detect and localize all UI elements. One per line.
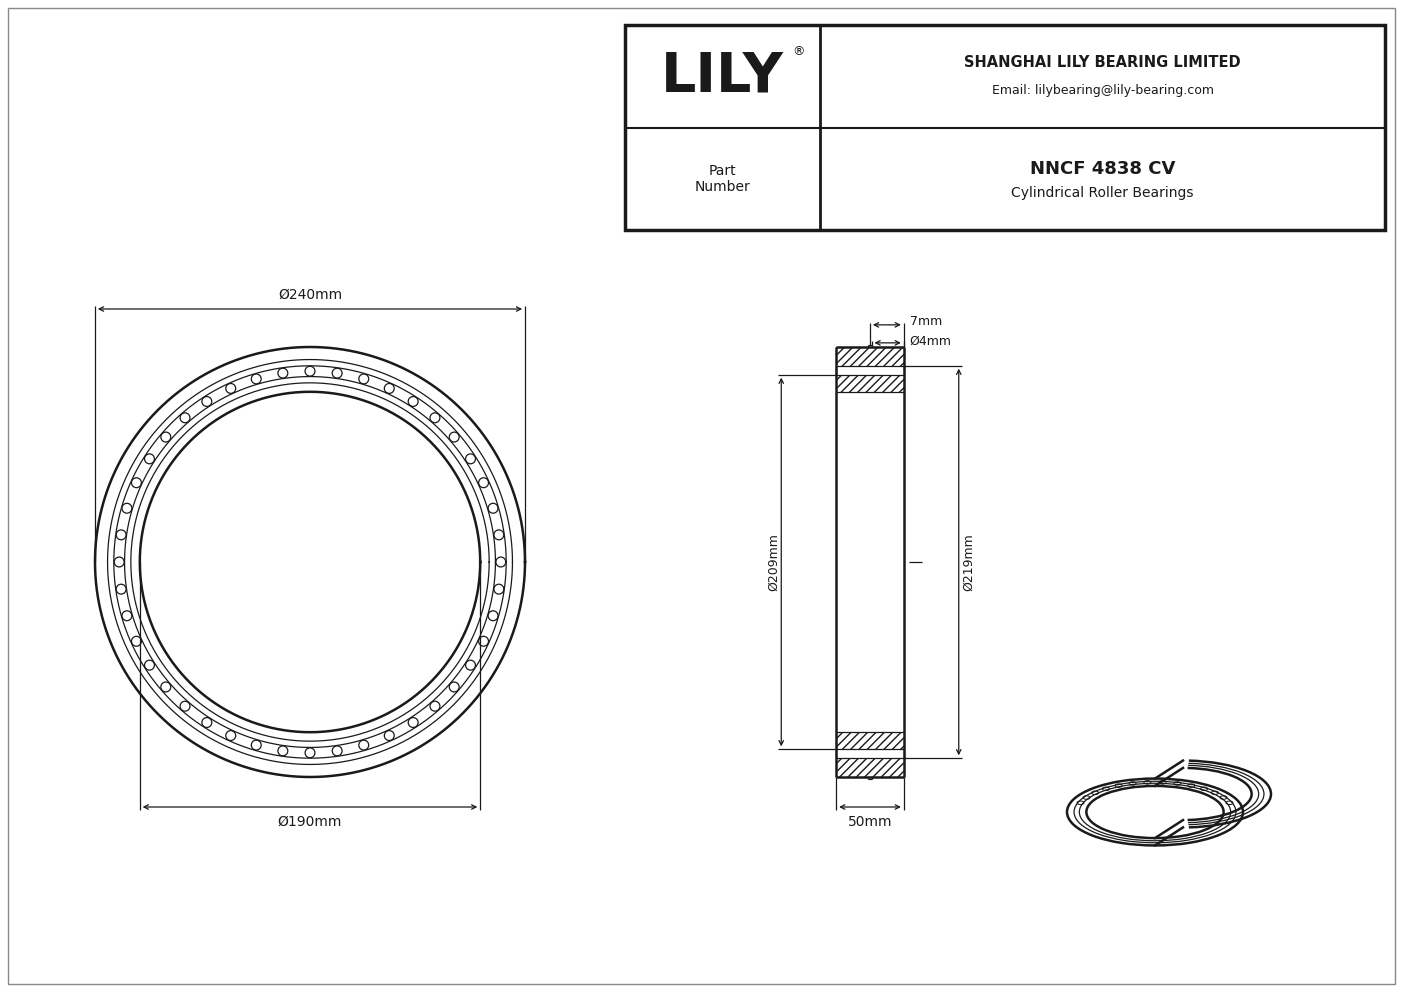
Text: Ø240mm: Ø240mm [278, 288, 342, 302]
Text: Ø4mm: Ø4mm [909, 334, 951, 347]
Bar [836, 732, 904, 749]
Text: Ø209mm: Ø209mm [767, 533, 780, 591]
Text: LILY: LILY [661, 50, 784, 103]
Bar [624, 25, 1385, 230]
Text: NNCF 4838 CV: NNCF 4838 CV [1030, 160, 1176, 178]
Text: SHANGHAI LILY BEARING LIMITED: SHANGHAI LILY BEARING LIMITED [964, 55, 1240, 69]
Text: Cylindrical Roller Bearings: Cylindrical Roller Bearings [1012, 186, 1194, 199]
Bar [836, 375, 904, 392]
Bar [836, 758, 904, 777]
Text: Ø190mm: Ø190mm [278, 815, 342, 829]
Text: Part
Number: Part Number [694, 164, 751, 193]
Text: 50mm: 50mm [847, 815, 892, 829]
Text: Ø219mm: Ø219mm [962, 533, 975, 591]
Text: ®: ® [791, 45, 804, 58]
Text: Email: lilybearing@lily-bearing.com: Email: lilybearing@lily-bearing.com [992, 83, 1214, 97]
Bar [836, 347, 904, 366]
Text: 7mm: 7mm [909, 315, 941, 328]
